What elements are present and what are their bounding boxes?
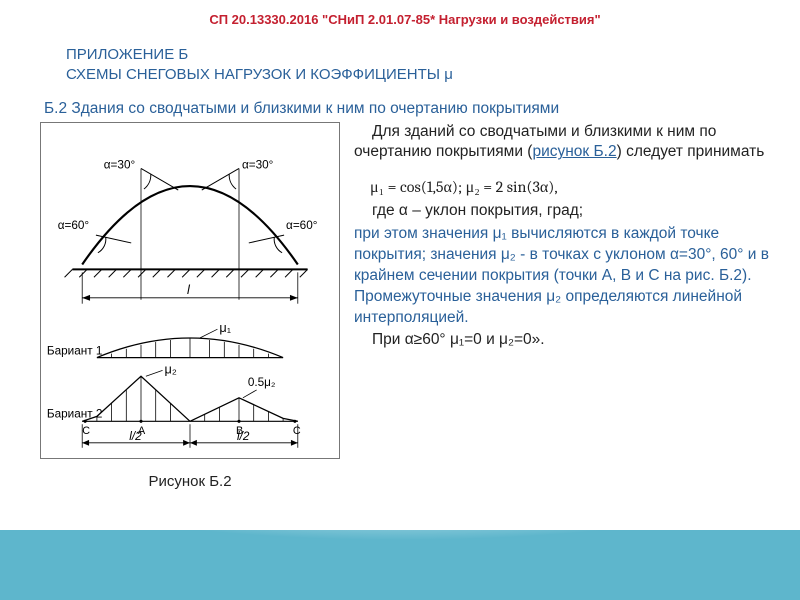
svg-text:α=60°: α=60° bbox=[58, 219, 89, 232]
svg-text:α=30°: α=30° bbox=[104, 158, 135, 171]
document-title: СП 20.13330.2016 "СНиП 2.01.07-85* Нагру… bbox=[40, 12, 770, 27]
p1b: ) следует принимать bbox=[617, 143, 765, 160]
p3: при этом значения μ₁ вычисляются в каждо… bbox=[354, 224, 770, 329]
p2: где α – уклон покрытия, град; bbox=[354, 201, 770, 222]
appendix-line1: ПРИЛОЖЕНИЕ Б bbox=[66, 46, 188, 63]
svg-text:α=30°: α=30° bbox=[242, 158, 273, 171]
svg-text:α=60°: α=60° bbox=[286, 219, 317, 232]
figure-b2: α=30° α=30° α=60° α=60° bbox=[40, 122, 340, 459]
svg-text:l/2: l/2 bbox=[129, 429, 142, 442]
decorative-footer-gradient bbox=[0, 530, 800, 600]
section-title: Б.2 Здания со сводчатыми и близкими к ни… bbox=[44, 100, 770, 118]
figure-link[interactable]: рисунок Б.2 bbox=[532, 143, 616, 160]
svg-text:l: l bbox=[187, 281, 191, 296]
figure-svg: α=30° α=30° α=60° α=60° bbox=[43, 127, 337, 451]
svg-text:Бариант 2: Бариант 2 bbox=[47, 407, 103, 420]
svg-text:μ₁: μ₁ bbox=[219, 320, 231, 335]
svg-text:Бариант 1: Бариант 1 bbox=[47, 344, 103, 357]
formula: μ₁ = cos(1,5α); μ₂ = 2 sin(3α), bbox=[354, 177, 770, 199]
appendix-heading: ПРИЛОЖЕНИЕ Б СХЕМЫ СНЕГОВЫХ НАГРУЗОК И К… bbox=[66, 45, 770, 86]
appendix-line2: СХЕМЫ СНЕГОВЫХ НАГРУЗОК И КОЭФФИЦИЕНТЫ μ bbox=[66, 66, 453, 83]
p4: При α≥60° μ₁=0 и μ₂=0». bbox=[354, 330, 770, 351]
svg-text:C: C bbox=[82, 425, 90, 437]
body-text: Для зданий со сводчатыми и близкими к ни… bbox=[354, 122, 770, 354]
svg-text:0.5μ₂: 0.5μ₂ bbox=[248, 376, 276, 389]
figure-caption: Рисунок Б.2 bbox=[40, 473, 340, 490]
svg-text:μ₂: μ₂ bbox=[165, 361, 177, 376]
svg-text:l/2: l/2 bbox=[237, 429, 250, 442]
svg-text:C: C bbox=[293, 425, 301, 437]
